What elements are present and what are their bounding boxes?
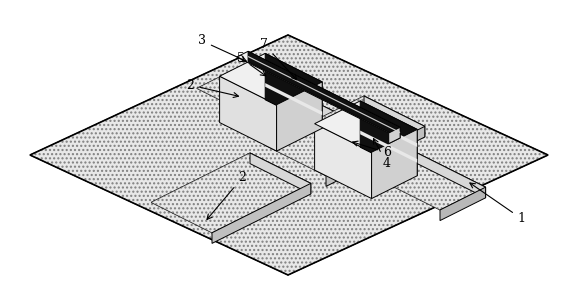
Polygon shape (338, 136, 486, 210)
Polygon shape (212, 183, 311, 243)
Polygon shape (315, 101, 417, 152)
Polygon shape (360, 101, 417, 176)
Polygon shape (265, 96, 425, 176)
Text: 4: 4 (374, 139, 390, 170)
Text: 3: 3 (198, 34, 246, 62)
Polygon shape (265, 54, 322, 128)
Polygon shape (151, 153, 311, 233)
Polygon shape (364, 96, 425, 137)
Polygon shape (360, 115, 417, 147)
Polygon shape (389, 127, 400, 144)
Polygon shape (440, 187, 486, 221)
Text: 5: 5 (237, 52, 266, 76)
Polygon shape (277, 82, 322, 151)
Polygon shape (315, 124, 371, 199)
Polygon shape (383, 136, 486, 198)
Text: 6: 6 (352, 141, 391, 159)
Polygon shape (248, 51, 400, 138)
Polygon shape (265, 96, 425, 176)
Polygon shape (371, 129, 417, 199)
Text: 7: 7 (260, 38, 297, 80)
Polygon shape (197, 65, 345, 140)
Polygon shape (250, 153, 311, 194)
Polygon shape (300, 117, 345, 150)
Polygon shape (338, 136, 486, 210)
Polygon shape (360, 131, 417, 163)
Polygon shape (326, 126, 425, 186)
Polygon shape (197, 65, 345, 140)
Text: 2: 2 (186, 79, 239, 98)
Polygon shape (220, 76, 277, 151)
Polygon shape (265, 83, 322, 115)
Polygon shape (151, 153, 311, 233)
Polygon shape (30, 35, 548, 275)
Text: 2: 2 (207, 171, 246, 219)
Polygon shape (220, 54, 322, 105)
Polygon shape (265, 67, 322, 99)
Polygon shape (243, 65, 345, 128)
Polygon shape (248, 56, 400, 133)
Polygon shape (30, 35, 548, 275)
Polygon shape (237, 51, 400, 133)
Text: 1: 1 (470, 183, 526, 225)
